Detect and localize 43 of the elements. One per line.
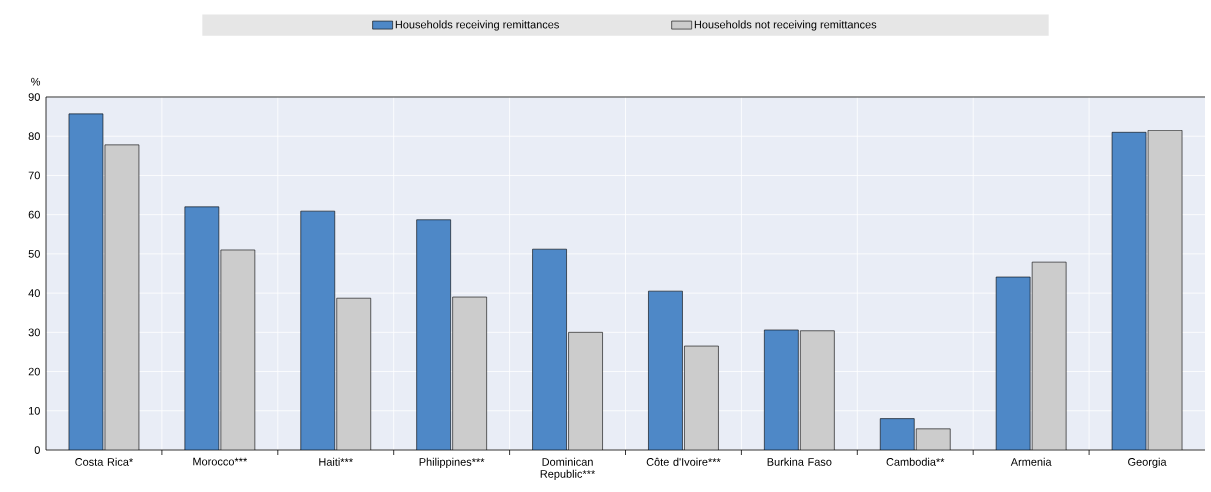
bar xyxy=(184,206,220,450)
x-tick-label: Morocco*** xyxy=(193,457,248,466)
x-tick-label: Cambodia** xyxy=(886,457,945,466)
y-tick-label: 50 xyxy=(28,250,40,258)
y-tick-label: 0 xyxy=(34,446,40,454)
bar xyxy=(68,113,104,450)
bar xyxy=(764,329,799,450)
legend-label: Households not receiving remittances xyxy=(694,20,877,31)
bar xyxy=(220,249,256,450)
y-tick-label: 30 xyxy=(28,328,40,337)
x-tick-label: Burkina Faso xyxy=(767,457,832,466)
y-axis-title: % xyxy=(31,77,41,86)
x-tick-label: Haiti*** xyxy=(319,457,353,466)
y-tick-label: 90 xyxy=(28,93,40,101)
bar xyxy=(532,248,567,450)
bar xyxy=(300,210,336,450)
y-tick-label: 10 xyxy=(28,406,40,415)
x-tick-label: Georgia xyxy=(1128,457,1167,468)
x-tick-label: Dominican Republic*** xyxy=(540,457,596,480)
bar xyxy=(1031,261,1067,450)
x-tick-label: Costa Rica* xyxy=(75,457,133,466)
y-tick-label: 20 xyxy=(28,367,40,376)
bar xyxy=(995,276,1031,450)
bar xyxy=(879,418,915,450)
y-tick-label: 80 xyxy=(28,132,40,141)
bar xyxy=(452,296,487,450)
x-tick-label: Côte d'Ivoire*** xyxy=(646,457,721,466)
x-tick-label: Philippines*** xyxy=(419,457,485,468)
bar xyxy=(336,297,372,450)
bar xyxy=(648,290,683,450)
x-tick-label: Armenia xyxy=(1010,457,1052,466)
y-tick-label: 40 xyxy=(28,289,40,297)
y-tick-label: 70 xyxy=(28,171,40,180)
bar xyxy=(104,144,140,450)
bar xyxy=(568,332,603,450)
bar xyxy=(800,330,835,450)
bar xyxy=(684,345,719,450)
bar xyxy=(1147,130,1183,450)
bar xyxy=(1111,132,1147,450)
legend-label: Households receiving remittances xyxy=(395,20,559,31)
y-tick-label: 60 xyxy=(28,210,40,219)
bar xyxy=(416,219,451,450)
bar xyxy=(915,428,951,450)
